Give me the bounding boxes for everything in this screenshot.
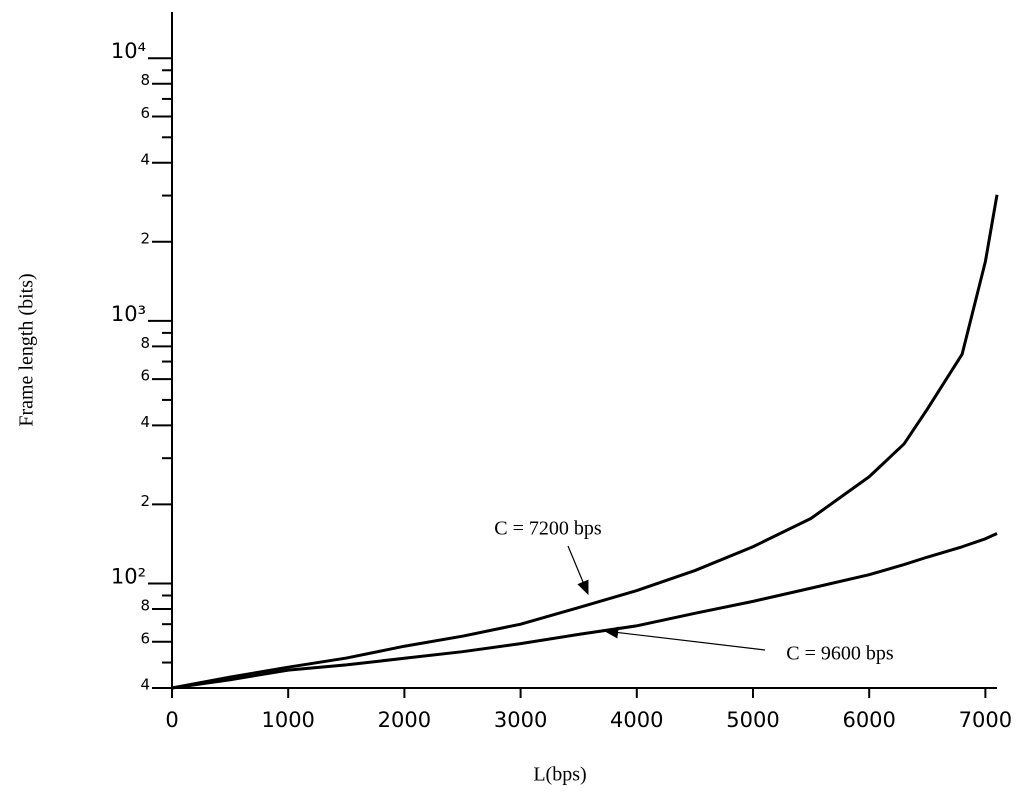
y-tick-label: 4	[140, 676, 150, 694]
series-annotation: C = 7200 bps	[494, 518, 602, 540]
x-tick-label: 1000	[261, 708, 314, 732]
y-tick-label: 4	[140, 150, 150, 168]
annotation-arrow	[567, 545, 589, 596]
x-tick-label: 2000	[378, 708, 431, 732]
annotation-arrow	[603, 626, 766, 651]
x-tick-label: 0	[165, 708, 178, 732]
y-tick-label: 4	[140, 413, 150, 431]
y-tick-label: 6	[140, 104, 150, 122]
y-tick-label: 10²	[111, 564, 146, 588]
x-tick-label: 7000	[959, 708, 1012, 732]
y-tick-label: 6	[140, 629, 150, 647]
y-tick-label: 10³	[111, 302, 146, 326]
series-annotation: C = 9600 bps	[786, 643, 894, 665]
x-tick-label: 3000	[494, 708, 547, 732]
x-tick-label: 6000	[842, 708, 895, 732]
y-axis-label: Frame length (bits)	[16, 273, 38, 426]
y-tick-label: 8	[140, 334, 150, 352]
y-tick-label: 2	[140, 229, 150, 247]
y-tick-label: 8	[140, 596, 150, 614]
y-tick-label: 6	[140, 367, 150, 385]
x-tick-label: 4000	[610, 708, 663, 732]
y-tick-label: 8	[140, 71, 150, 89]
x-axis-label: L(bps)	[533, 764, 586, 786]
series-line	[171, 194, 999, 690]
y-tick-label: 2	[140, 492, 150, 510]
series-line	[171, 532, 998, 690]
x-tick-label: 5000	[726, 708, 779, 732]
y-tick-label: 10⁴	[111, 39, 146, 63]
